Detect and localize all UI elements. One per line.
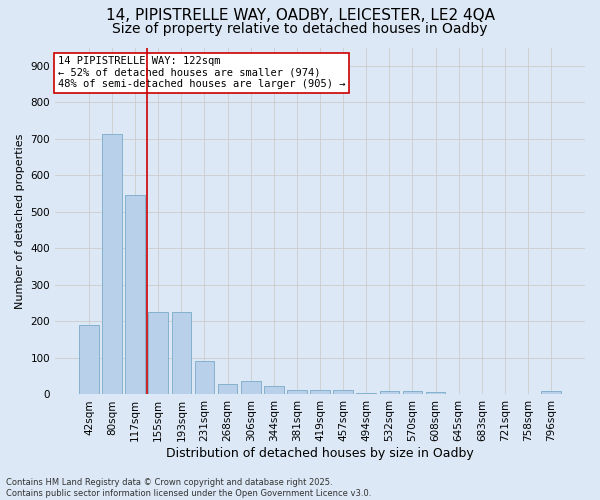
Bar — [426, 392, 445, 394]
Bar — [334, 390, 353, 394]
Bar — [380, 391, 399, 394]
X-axis label: Distribution of detached houses by size in Oadby: Distribution of detached houses by size … — [166, 447, 474, 460]
Bar — [264, 386, 284, 394]
Y-axis label: Number of detached properties: Number of detached properties — [15, 134, 25, 308]
Bar — [241, 380, 260, 394]
Bar — [218, 384, 238, 394]
Bar — [148, 312, 168, 394]
Text: 14 PIPISTRELLE WAY: 122sqm
← 52% of detached houses are smaller (974)
48% of sem: 14 PIPISTRELLE WAY: 122sqm ← 52% of deta… — [58, 56, 345, 90]
Bar — [310, 390, 330, 394]
Bar — [125, 196, 145, 394]
Bar — [102, 134, 122, 394]
Bar — [356, 392, 376, 394]
Text: Contains HM Land Registry data © Crown copyright and database right 2025.
Contai: Contains HM Land Registry data © Crown c… — [6, 478, 371, 498]
Bar — [541, 391, 561, 394]
Text: Size of property relative to detached houses in Oadby: Size of property relative to detached ho… — [112, 22, 488, 36]
Bar — [287, 390, 307, 394]
Bar — [194, 361, 214, 394]
Bar — [172, 312, 191, 394]
Text: 14, PIPISTRELLE WAY, OADBY, LEICESTER, LE2 4QA: 14, PIPISTRELLE WAY, OADBY, LEICESTER, L… — [106, 8, 494, 22]
Bar — [403, 391, 422, 394]
Bar — [79, 325, 99, 394]
